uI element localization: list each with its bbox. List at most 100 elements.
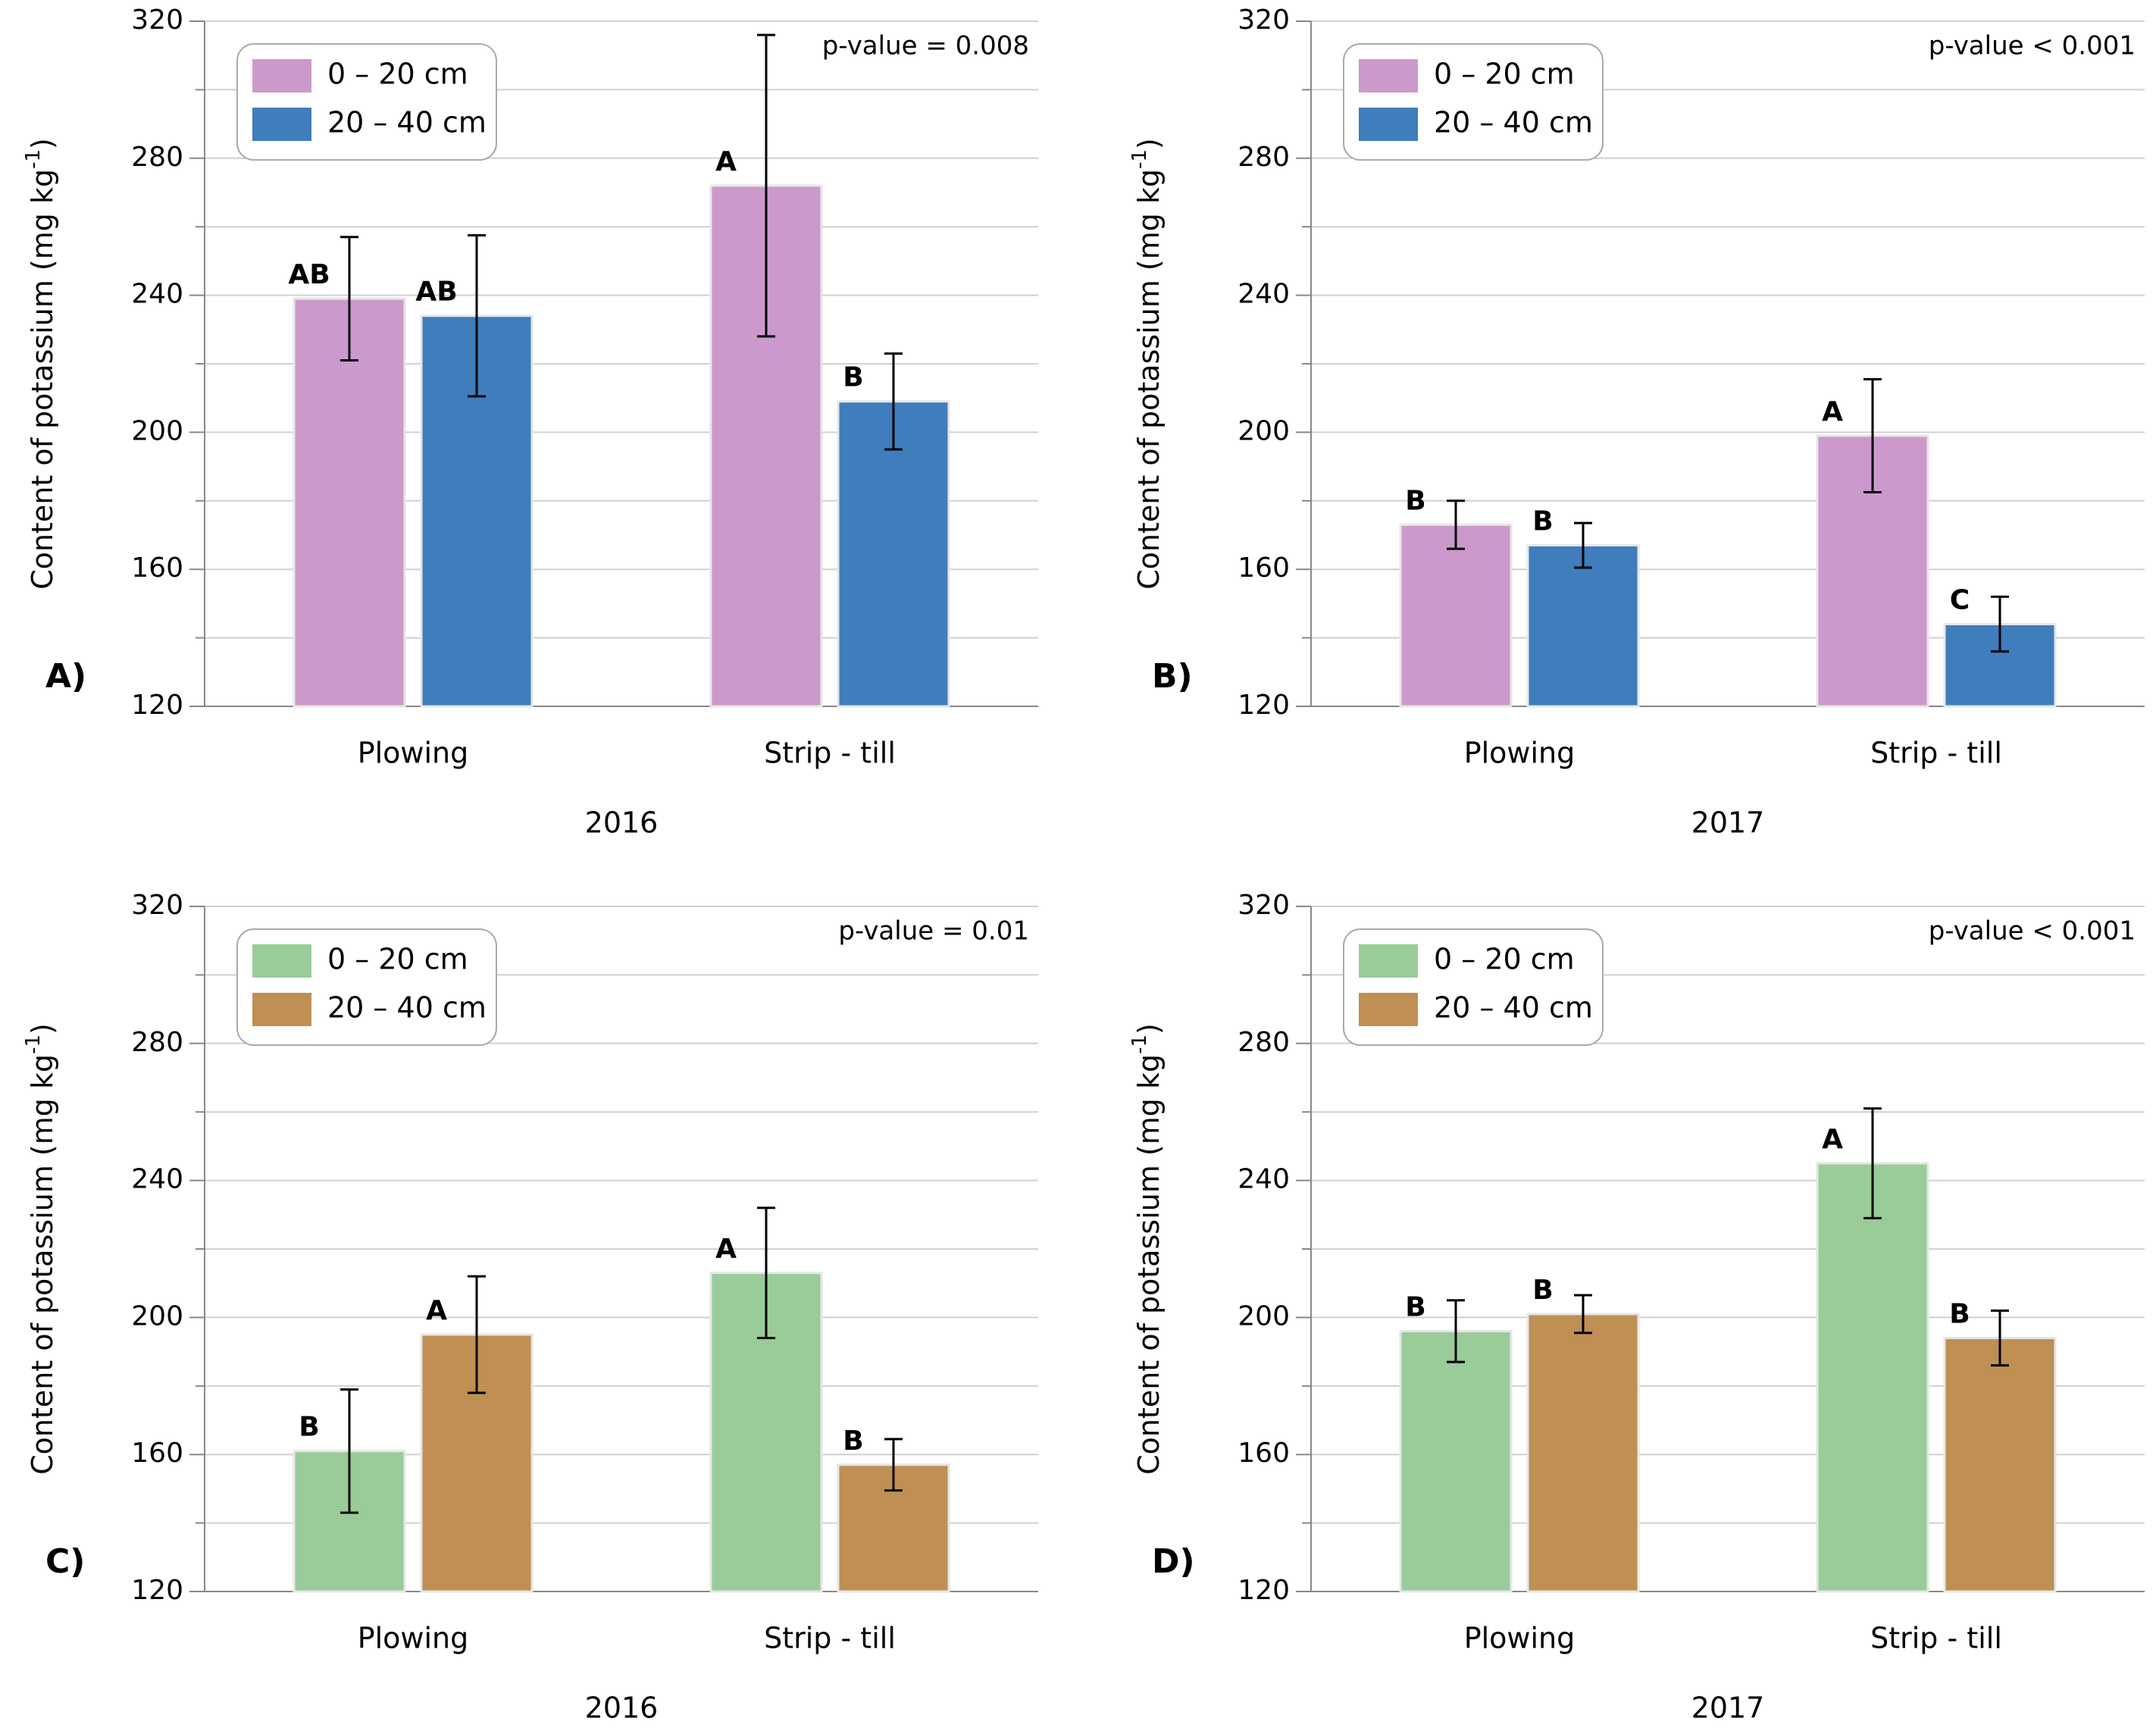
significance-letter: A	[1822, 396, 1843, 427]
annotation: p-value = 0.008	[822, 31, 1029, 61]
x-tick-label: Plowing	[1464, 1622, 1576, 1655]
y-tick-label: 200	[1238, 1300, 1290, 1332]
annotation: p-value < 0.001	[1929, 31, 2136, 61]
y-label-text: Content of potassium (mg kg	[1132, 169, 1166, 590]
y-tick-label: 160	[131, 552, 183, 584]
y-axis-label: Content of potassium (mg kg-1)	[1128, 138, 1166, 590]
significance-letter: B	[1532, 506, 1553, 537]
error-bar	[1991, 1309, 2009, 1367]
y-label-sup: -1	[22, 149, 45, 169]
y-tick-label: 120	[1238, 1575, 1290, 1606]
y-tick-label: 320	[131, 890, 183, 921]
legend-label: 0 – 20 cm	[327, 943, 468, 976]
y-tick-label: 320	[1238, 890, 1290, 921]
y-tick-label: 240	[1238, 279, 1290, 310]
y-label-text: Content of potassium (mg kg	[26, 169, 59, 590]
error-bar	[340, 236, 358, 362]
error-bar	[884, 1438, 903, 1492]
bar	[293, 297, 406, 708]
y-axis-label: Content of potassium (mg kg-1)	[22, 1023, 59, 1475]
error-bar	[757, 1207, 775, 1340]
y-label-end: )	[1132, 1023, 1166, 1034]
legend-label: 0 – 20 cm	[327, 58, 468, 91]
bar	[837, 400, 950, 708]
error-bar	[468, 234, 486, 398]
chart-panel: 120 160 200 240 280 320 Content of potassium (…	[1128, 890, 2145, 1725]
y-label-sup: -1	[22, 1034, 45, 1054]
x-tick-label: Strip - till	[1870, 1622, 2002, 1655]
y-tick-label: 160	[131, 1438, 183, 1469]
significance-letter: A	[715, 1234, 737, 1265]
bar	[1399, 523, 1513, 708]
significance-letter: A	[426, 1295, 447, 1326]
panel-label: C)	[45, 1542, 85, 1581]
y-tick-label: 320	[1238, 5, 1290, 36]
legend-label: 20 – 40 cm	[327, 991, 487, 1025]
error-bar	[468, 1275, 486, 1394]
error-bar	[1863, 1107, 1882, 1219]
y-label-end: )	[26, 1023, 59, 1034]
y-label-sup: -1	[1128, 1034, 1151, 1054]
y-tick-label: 200	[131, 415, 183, 446]
legend-swatch	[252, 944, 311, 978]
legend-swatch	[252, 993, 311, 1026]
error-bar	[1574, 1294, 1592, 1335]
error-bar	[1991, 595, 2009, 653]
significance-letter: A	[715, 146, 737, 177]
error-bar	[884, 352, 903, 451]
significance-letter: B	[299, 1412, 319, 1443]
chart-panel: 120 160 200 240 280 320 Content of potassium (…	[22, 5, 1038, 840]
panel-label: D)	[1152, 1542, 1195, 1581]
annotation: p-value = 0.01	[838, 916, 1029, 947]
bar	[1816, 1162, 1929, 1593]
legend-label: 0 – 20 cm	[1434, 943, 1575, 976]
x-axis-label: 2016	[585, 1692, 659, 1725]
legend-swatch	[1359, 59, 1418, 92]
y-axis-label: Content of potassium (mg kg-1)	[1128, 1023, 1166, 1475]
y-label-text: Content of potassium (mg kg	[1132, 1054, 1166, 1475]
x-axis-label: 2017	[1691, 806, 1765, 840]
x-tick-label: Plowing	[358, 1622, 469, 1655]
y-tick-label: 160	[1238, 1438, 1290, 1469]
significance-letter: B	[1949, 1299, 1970, 1330]
y-label-end: )	[26, 138, 59, 149]
significance-letter: A	[1822, 1124, 1843, 1155]
x-tick-label: Plowing	[358, 737, 469, 770]
bar	[1399, 1329, 1513, 1593]
panel-label: B)	[1152, 657, 1193, 696]
y-tick-label: 320	[131, 5, 183, 36]
legend-label: 20 – 40 cm	[327, 106, 487, 139]
legend-swatch	[1359, 993, 1418, 1026]
legend-swatch	[252, 59, 311, 92]
legend-swatch	[1359, 944, 1418, 978]
y-tick-label: 160	[1238, 552, 1290, 584]
y-tick-label: 200	[1238, 415, 1290, 446]
y-tick-label: 200	[131, 1300, 183, 1332]
y-label-end: )	[1132, 138, 1166, 149]
legend-swatch	[1359, 108, 1418, 141]
error-bar	[1447, 1299, 1465, 1363]
bar	[1943, 1337, 2057, 1593]
x-tick-label: Strip - till	[1870, 737, 2002, 770]
error-bar	[1574, 521, 1592, 569]
y-tick-label: 240	[1238, 1164, 1290, 1195]
panel-label: A)	[45, 657, 86, 696]
legend-swatch	[252, 108, 311, 141]
y-tick-label: 280	[1238, 142, 1290, 173]
legend-label: 20 – 40 cm	[1434, 106, 1593, 139]
error-bar	[340, 1388, 358, 1514]
x-tick-label: Plowing	[1464, 737, 1576, 770]
chart-panel: 120 160 200 240 280 320 Content of potassium (…	[22, 890, 1038, 1725]
significance-letter: B	[1532, 1275, 1553, 1306]
y-tick-label: 280	[1238, 1027, 1290, 1058]
significance-letter: B	[1405, 485, 1425, 516]
y-tick-label: 120	[1238, 690, 1290, 721]
error-bar	[1863, 377, 1882, 493]
bar	[1526, 1313, 1640, 1593]
y-tick-label: 120	[131, 1575, 183, 1606]
y-tick-label: 240	[131, 279, 183, 310]
y-tick-label: 280	[131, 142, 183, 173]
significance-letter: AB	[415, 277, 457, 308]
y-tick-label: 280	[131, 1027, 183, 1058]
significance-letter: B	[843, 1426, 863, 1457]
